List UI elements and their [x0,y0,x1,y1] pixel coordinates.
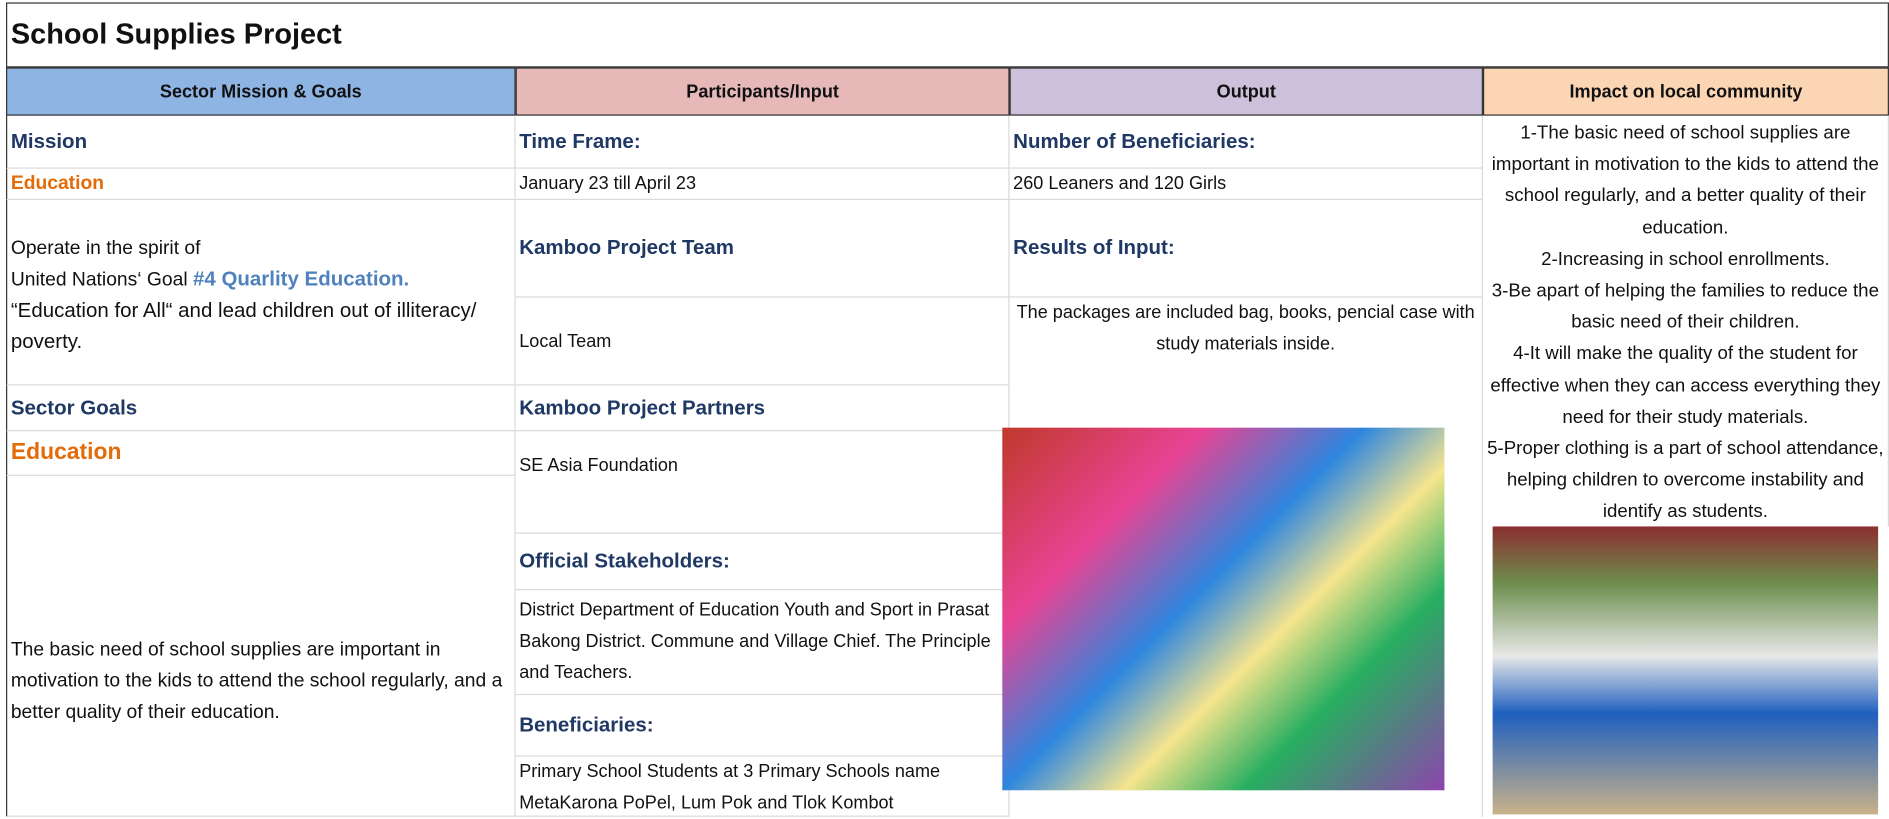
value: 260 Leaners and 120 Girls [1009,168,1483,200]
text: Operate in the spirit of [10,238,201,260]
value: District Department of Education Youth a… [515,590,1010,696]
value: Education [6,431,516,476]
impact-list: 1-The basic need of school supplies are … [1483,115,1889,527]
value: The packages are included bag, books, pe… [1010,297,1483,817]
value: Local Team [515,297,1010,386]
photo [1002,427,1445,791]
mission-text: Operate in the spirit of United Nations‘… [6,199,516,386]
label: Number of Beneficiaries: [1009,115,1483,169]
impact-item: 5-Proper clothing is a part of school at… [1487,438,1884,523]
label: Sector Goals [6,385,516,432]
impact-item: 2-Increasing in school enrollments. [1541,249,1830,270]
column-header: Impact on local community [1482,67,1889,116]
label: Official Stakeholders: [515,533,1010,591]
label: Kamboo Project Team [515,199,1010,298]
goal: #4 Quarlity Education. [192,267,410,291]
value: Primary School Students at 3 Primary Sch… [515,756,1010,817]
impact-item: 3-Be apart of helping the families to re… [1491,280,1879,333]
label: Time Frame: [515,115,1010,169]
title: School Supplies Project [6,2,1889,68]
impact-item: 4-It will make the quality of the studen… [1490,343,1881,428]
label: Mission [6,115,516,169]
goals-text: The basic need of school supplies are im… [6,475,516,817]
text: “Education for All“ and lead children ou… [10,298,477,353]
label: Results of Input: [1009,199,1483,298]
impact-item: 1-The basic need of school supplies are … [1491,122,1879,239]
column-header: Participants/Input [515,67,1010,116]
label: Beneficiaries: [515,695,1010,757]
value: SE Asia Foundation [515,431,1010,534]
value: January 23 till April 23 [515,168,1010,200]
value: Education [6,168,516,200]
column-header: Output [1009,67,1483,116]
label: Kamboo Project Partners [515,385,1010,432]
text: United Nations‘ Goal [10,269,188,291]
photo [1492,526,1879,815]
column-header: Sector Mission & Goals [6,67,516,116]
